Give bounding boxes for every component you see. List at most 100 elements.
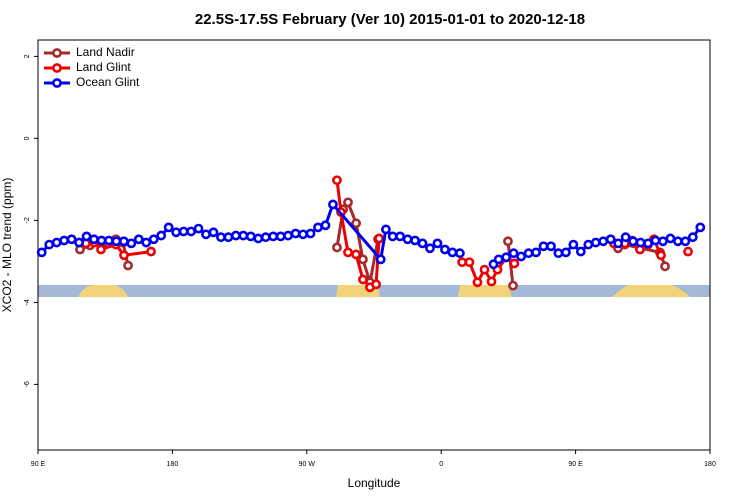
point — [290, 228, 301, 239]
land-band — [78, 285, 128, 297]
y-tick-label: -4 — [24, 299, 31, 305]
land-band — [612, 285, 690, 297]
point — [283, 230, 294, 241]
x-axis-label: Longitude — [348, 476, 401, 490]
point — [351, 249, 361, 260]
point — [351, 218, 361, 229]
point — [146, 246, 156, 257]
point — [516, 251, 526, 262]
point — [598, 236, 609, 247]
point — [695, 222, 706, 233]
point — [402, 234, 413, 245]
point — [605, 234, 616, 245]
y-tick-label: -2 — [24, 217, 31, 223]
point — [660, 261, 670, 272]
point — [51, 237, 62, 248]
point — [672, 236, 683, 247]
point — [508, 248, 519, 259]
point — [575, 246, 586, 257]
x-tick-label: 0 — [439, 461, 443, 468]
point — [509, 258, 520, 269]
legend-label: Land Nadir — [76, 45, 135, 59]
x-tick-label: 90 W — [299, 461, 316, 468]
x-tick-label: 90 E — [31, 461, 46, 468]
point — [358, 274, 368, 285]
point — [493, 254, 504, 265]
point — [358, 254, 368, 265]
point — [111, 236, 122, 247]
point — [141, 237, 152, 248]
point — [464, 257, 475, 268]
point — [230, 230, 241, 241]
point — [375, 254, 386, 265]
point — [223, 232, 234, 243]
point — [126, 238, 137, 249]
point — [332, 175, 342, 186]
point — [118, 236, 129, 247]
point — [683, 246, 693, 257]
point — [628, 236, 638, 247]
point — [658, 236, 668, 247]
point — [193, 223, 204, 234]
point — [268, 231, 279, 242]
point — [178, 226, 189, 237]
point — [36, 247, 47, 258]
point — [650, 235, 661, 246]
point — [59, 235, 70, 246]
chart-title: 22.5S-17.5S February (Ver 10) 2015-01-01… — [195, 11, 585, 28]
point — [680, 236, 691, 247]
point — [503, 236, 513, 247]
x-tick-label: 180 — [167, 461, 179, 468]
point — [374, 233, 384, 244]
legend-label: Land Glint — [76, 60, 131, 74]
point — [479, 264, 490, 275]
y-tick-label: 0 — [24, 136, 31, 140]
point — [635, 237, 646, 248]
point — [320, 220, 331, 231]
point — [553, 248, 564, 259]
point — [245, 231, 256, 242]
legend-marker — [52, 78, 62, 88]
point — [531, 247, 541, 258]
point — [387, 231, 398, 242]
point — [486, 276, 497, 287]
point — [305, 228, 316, 239]
point — [171, 227, 182, 238]
point — [523, 248, 534, 259]
point — [665, 233, 676, 244]
y-tick-label: 2 — [24, 54, 31, 58]
point — [216, 232, 226, 243]
point — [201, 229, 211, 240]
surface-band — [38, 285, 710, 297]
legend-label: Ocean Glint — [76, 75, 140, 89]
point — [96, 235, 107, 246]
x-tick-label: 90 E — [568, 461, 583, 468]
point — [66, 234, 77, 245]
land-band — [458, 285, 512, 297]
y-tick-label: -6 — [24, 381, 31, 387]
point — [501, 252, 512, 263]
point — [546, 241, 556, 252]
point — [417, 238, 428, 249]
point — [163, 222, 174, 233]
series-line — [40, 202, 702, 266]
point — [425, 243, 435, 254]
point — [298, 229, 308, 240]
point — [620, 232, 631, 243]
legend-marker — [52, 63, 62, 73]
point — [44, 239, 55, 250]
point — [133, 234, 144, 245]
point — [313, 222, 323, 233]
point — [687, 232, 698, 243]
point — [432, 238, 443, 249]
point — [275, 231, 286, 242]
point — [74, 237, 84, 248]
point — [590, 237, 601, 248]
point — [343, 247, 353, 258]
point — [208, 227, 219, 238]
point — [104, 235, 114, 246]
point — [656, 250, 666, 261]
plot-frame — [37, 39, 711, 451]
